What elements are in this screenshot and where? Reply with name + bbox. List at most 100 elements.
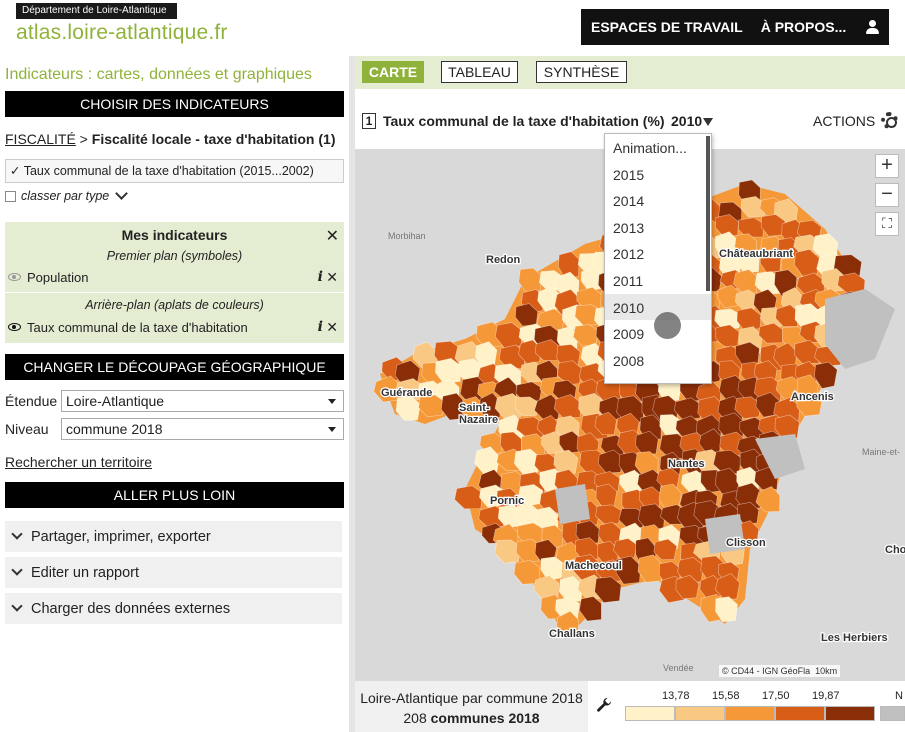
legend-threshold: 19,87 [812, 690, 840, 702]
choose-indicators-button[interactable]: CHOISIR DES INDICATEURS [5, 91, 344, 117]
map-place-label: Cho [885, 544, 905, 556]
commune-count: 208 [403, 710, 427, 726]
year-option[interactable]: 2008 [613, 352, 645, 369]
legend-swatch [775, 706, 825, 721]
background-indicator-label: Taux communal de la taxe d'habitation [27, 319, 248, 335]
year-option[interactable]: 2012 [613, 246, 645, 263]
logo-rest: .loire-atlantique.fr [61, 21, 228, 44]
map-place-label: Maine-et- [862, 447, 900, 457]
map-place-label: Clisson [726, 537, 766, 549]
map-place-label: Châteaubriant [719, 248, 793, 260]
niveau-label: Niveau [5, 421, 49, 437]
choropleth-map[interactable]: Morbihan Redon Châteaubriant Guérande Saint-… [355, 149, 905, 681]
year-option[interactable]: 2015 [613, 166, 645, 183]
breadcrumb-sep: > [75, 131, 92, 147]
remove-icon[interactable]: ✕ [326, 268, 338, 285]
map-canvas[interactable]: Morbihan Redon Châteaubriant Guérande Saint-… [355, 149, 905, 681]
change-geography-button[interactable]: CHANGER LE DÉCOUPAGE GÉOGRAPHIQUE [5, 354, 344, 380]
my-indicators-title: Mes indicateurs [121, 227, 228, 243]
left-panel: Indicateurs : cartes, données et graphiq… [0, 56, 350, 732]
legend-swatch [625, 706, 675, 721]
etendue-select[interactable]: Loire-Atlantique [61, 390, 344, 412]
fullscreen-icon[interactable]: ⛶ [875, 212, 899, 236]
accordion-external-data[interactable]: Charger des données externes [5, 593, 342, 624]
eye-icon[interactable] [8, 323, 21, 331]
foreground-indicator-label: Population [27, 269, 89, 285]
chevron-down-icon [11, 599, 23, 612]
scale-label: 10km [815, 666, 838, 676]
commune-unit: communes 2018 [430, 710, 540, 726]
map-place-label: Ancenis [791, 391, 834, 403]
classify-checkbox[interactable] [5, 190, 16, 202]
breadcrumb: FISCALITÉ > Fiscalité locale - taxe d'ha… [5, 131, 336, 147]
accordion-label: Partager, imprimer, exporter [31, 528, 211, 545]
tab-carte[interactable]: CARTE [362, 61, 424, 83]
zoom-out-button[interactable]: − [875, 183, 899, 207]
indicator-select[interactable]: ✓ Taux communal de la taxe d'habitation … [5, 159, 344, 183]
year-option[interactable]: 2014 [613, 193, 645, 210]
tab-tableau[interactable]: TABLEAU [441, 61, 518, 83]
triangle-down-icon[interactable] [703, 118, 713, 126]
background-indicator-row: Taux communal de la taxe d'habitation i … [8, 317, 341, 337]
legend-threshold: N [895, 690, 903, 702]
foreground-indicator-row: Population i ✕ [8, 267, 341, 287]
accordion-share[interactable]: Partager, imprimer, exporter [5, 521, 342, 552]
chevron-down-icon[interactable] [115, 186, 129, 200]
classify-label: classer par type [21, 189, 110, 203]
gear-icon[interactable] [881, 112, 898, 129]
nav-espaces-travail[interactable]: ESPACES DE TRAVAIL [591, 19, 743, 35]
remove-icon[interactable]: ✕ [326, 318, 338, 335]
accordion-report[interactable]: Editer un rapport [5, 557, 342, 588]
map-place-label: Guérande [381, 387, 432, 399]
summary-line1: Loire-Atlantique par commune 2018 [360, 690, 583, 706]
summary-line2: 208 communes 2018 [355, 708, 588, 728]
user-icon[interactable] [865, 19, 881, 35]
territory-summary: Loire-Atlantique par commune 2018 208 co… [355, 681, 588, 732]
year-option[interactable]: 2009 [613, 326, 645, 343]
wrench-icon[interactable] [596, 697, 612, 713]
year-option[interactable]: 2011 [613, 272, 644, 289]
map-place-label: Morbihan [388, 231, 426, 241]
info-icon[interactable]: i [317, 269, 323, 285]
etendue-row: Étendue Loire-Atlantique [5, 390, 344, 412]
legend-swatch [825, 706, 875, 721]
breadcrumb-fiscalite[interactable]: FISCALITÉ [5, 131, 76, 147]
attribution-text: © CD44 - IGN GéoFla [722, 666, 811, 676]
panel-splitter[interactable] [349, 56, 355, 732]
cursor-indicator [654, 312, 681, 339]
breadcrumb-current: Fiscalité locale - taxe d'habitation (1) [91, 131, 336, 147]
dept-badge: Département de Loire-Atlantique [16, 3, 177, 19]
nav-a-propos[interactable]: À PROPOS... [760, 19, 847, 35]
chevron-down-icon [11, 563, 23, 576]
site-logo[interactable]: atlas.loire-atlantique.fr [16, 21, 228, 45]
niveau-select[interactable]: commune 2018 [61, 418, 344, 440]
map-place-label: Redon [486, 254, 521, 266]
tab-synthese[interactable]: SYNTHÈSE [536, 61, 627, 83]
dropdown-scrollbar[interactable] [706, 136, 710, 291]
close-icon[interactable]: ✕ [325, 228, 339, 245]
top-nav: ESPACES DE TRAVAIL À PROPOS... [581, 9, 889, 45]
map-place-label: Pornic [490, 495, 524, 507]
accordion-label: Editer un rapport [31, 564, 140, 581]
map-labels: Morbihan Redon Châteaubriant Guérande Saint-… [380, 231, 905, 673]
map-place-label: Nantes [668, 458, 705, 470]
map-number: 1 [362, 113, 376, 129]
zoom-in-button[interactable]: + [875, 154, 899, 178]
header: Département de Loire-Atlantique atlas.lo… [0, 0, 905, 56]
legend-threshold: 15,58 [712, 690, 740, 702]
divider [5, 292, 344, 293]
eye-icon[interactable] [8, 273, 21, 281]
year-option[interactable]: 2013 [613, 219, 645, 236]
year-select[interactable]: 2010 [671, 113, 703, 129]
etendue-label: Étendue [5, 393, 58, 409]
accordion-label: Charger des données externes [31, 600, 231, 617]
actions-button[interactable]: ACTIONS [813, 113, 876, 129]
color-legend: 13,78 15,58 17,50 19,87 N [625, 681, 905, 732]
year-dropdown[interactable]: Animation... 2015 2014 2013 2012 2011 2010 2009… [604, 133, 712, 384]
year-option[interactable]: Animation... [613, 140, 687, 156]
info-icon[interactable]: i [317, 319, 323, 335]
view-tabs: CARTE TABLEAU SYNTHÈSE [355, 56, 905, 89]
search-territory-link[interactable]: Rechercher un territoire [5, 454, 153, 470]
chevron-down-icon [11, 527, 23, 540]
classify-by-type[interactable]: classer par type [5, 186, 129, 203]
